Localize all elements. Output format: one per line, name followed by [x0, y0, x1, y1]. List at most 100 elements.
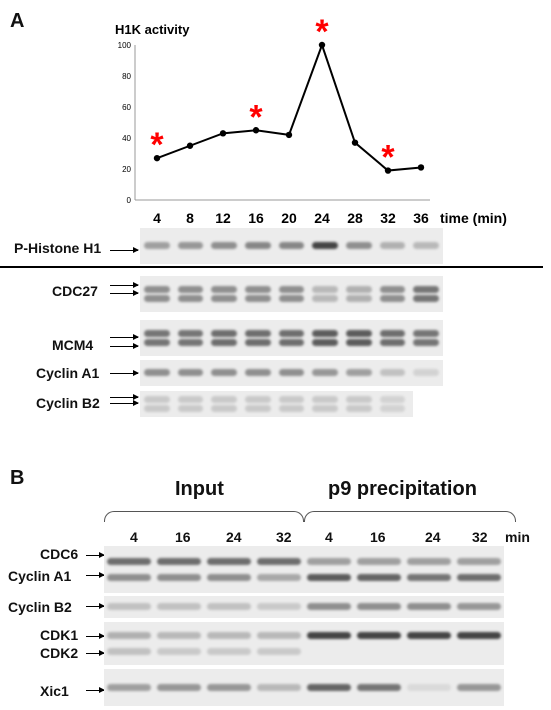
p9-bracket — [304, 511, 516, 522]
blot-band — [312, 369, 338, 376]
blot-band — [177, 405, 204, 412]
blot-band — [346, 369, 372, 376]
blot-b-cdk1-cdk2 — [104, 622, 504, 665]
panel-a-letter: A — [10, 10, 25, 32]
blot-band — [177, 396, 204, 403]
significance-asterisk: * — [381, 139, 395, 177]
blot-band — [211, 405, 237, 412]
blot-band — [312, 330, 338, 337]
blot-band — [257, 573, 301, 581]
blot-band — [357, 573, 401, 581]
arrow-icon — [86, 687, 105, 693]
blot-band — [245, 330, 271, 337]
arrow-icon — [110, 290, 139, 296]
time-unit: min — [505, 529, 530, 545]
blot-band — [211, 330, 237, 337]
arrow-icon — [86, 552, 105, 558]
blot-cyclin-a1 — [140, 360, 443, 386]
blot-band — [346, 339, 372, 346]
blot-band — [278, 286, 305, 293]
x-tick-label: 24 — [314, 210, 330, 226]
blot-band — [144, 396, 170, 403]
arrow-icon — [86, 650, 105, 656]
blot-band — [346, 330, 372, 337]
blot-band — [144, 295, 170, 302]
blot-band — [278, 405, 305, 412]
blot-band — [457, 557, 501, 565]
blot-band — [407, 631, 451, 639]
blot-band — [257, 683, 301, 691]
blot-band — [107, 603, 151, 610]
blot-band — [278, 295, 305, 302]
blot-band — [245, 396, 271, 403]
blot-band — [278, 396, 305, 403]
blot-band — [379, 286, 406, 293]
blot-band — [211, 286, 237, 293]
chart-title: H1K activity — [115, 22, 190, 37]
blot-band — [107, 647, 151, 655]
panel-b-letter: B — [10, 467, 25, 489]
blot-band — [107, 683, 151, 691]
x-tick-label: 12 — [215, 210, 231, 226]
arrow-icon — [110, 394, 139, 400]
blot-label-cdc6: CDC6 — [40, 546, 79, 562]
blot-cyclin-b2 — [140, 391, 413, 417]
blot-band — [413, 339, 439, 346]
blot-cdc27 — [140, 276, 443, 312]
time-label: 32 — [276, 529, 292, 545]
blot-band — [144, 405, 170, 412]
data-point — [252, 127, 260, 134]
data-point — [351, 139, 359, 146]
input-bracket — [104, 511, 304, 522]
blot-band — [307, 573, 351, 581]
blot-band — [177, 286, 204, 293]
blot-b-cdc6-cyclin-a1 — [104, 546, 504, 593]
blot-band — [144, 330, 170, 337]
blot-band — [245, 286, 271, 293]
x-tick-label: 36 — [413, 210, 429, 226]
data-point — [153, 154, 161, 162]
blot-band — [457, 683, 501, 691]
blot-band — [177, 330, 204, 337]
time-label: 32 — [472, 529, 488, 545]
data-point — [384, 167, 392, 174]
panel-divider — [0, 266, 543, 268]
blot-band — [177, 242, 204, 249]
blot-band — [379, 396, 406, 403]
blot-mcm4 — [140, 320, 443, 356]
arrow-icon — [110, 282, 139, 288]
blot-band — [177, 295, 204, 302]
arrow-icon — [110, 400, 139, 406]
x-tick-label: 8 — [186, 210, 194, 226]
y-tick-label: 20 — [122, 165, 131, 174]
blot-band — [413, 242, 439, 249]
blot-label-cdk2: CDK2 — [40, 645, 79, 661]
blot-band — [144, 369, 170, 376]
arrow-icon — [110, 343, 139, 349]
blot-band — [157, 573, 201, 581]
blot-band — [211, 369, 237, 376]
blot-band — [257, 631, 301, 639]
blot-band — [379, 369, 406, 376]
blot-band — [245, 339, 271, 346]
blot-band — [157, 557, 201, 565]
y-tick-label: 100 — [118, 41, 132, 50]
blot-band — [207, 557, 251, 565]
blot-band — [307, 631, 351, 639]
blot-band — [278, 339, 305, 346]
blot-band — [346, 286, 372, 293]
blot-band — [207, 573, 251, 581]
arrow-icon — [110, 247, 139, 253]
blot-label-cyclin-b2: Cyclin B2 — [36, 395, 100, 411]
blot-label-xic1: Xic1 — [40, 683, 69, 699]
group-label-input: Input — [175, 478, 224, 500]
blot-band — [207, 683, 251, 691]
blot-band — [278, 369, 305, 376]
h1k-activity-chart: H1K activity 0 20 40 60 80 100 4 8 12 16 20 24 28 32… — [115, 13, 507, 226]
blot-band — [207, 603, 251, 610]
blot-band — [207, 647, 251, 655]
data-point — [219, 130, 227, 137]
blot-band — [144, 242, 170, 249]
blot-band — [357, 683, 401, 691]
blot-band — [357, 603, 401, 610]
